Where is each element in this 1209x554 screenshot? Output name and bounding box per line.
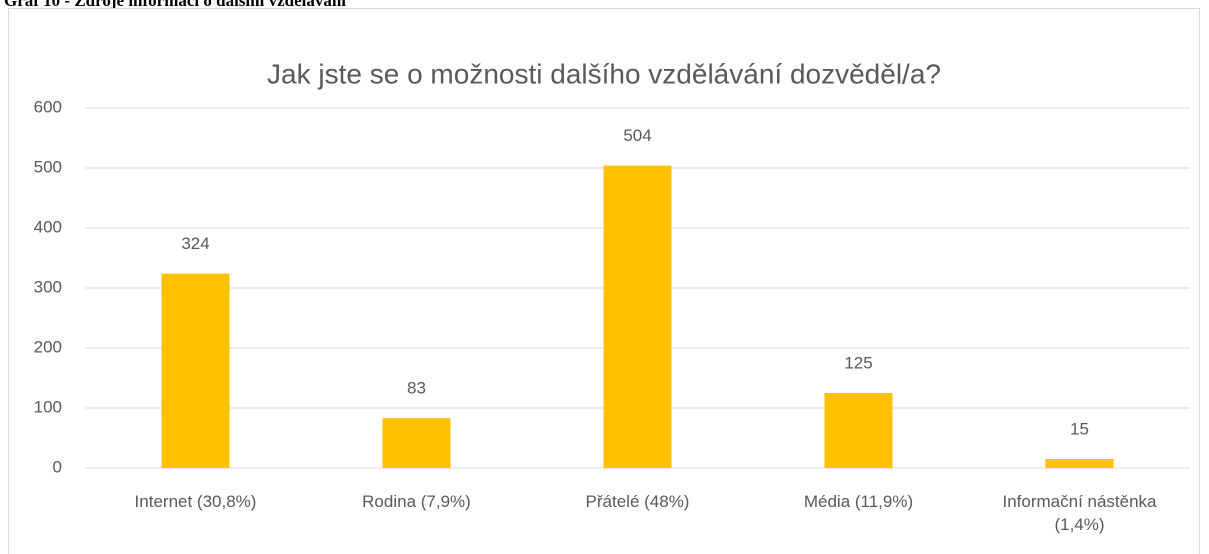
x-tick-label: Internet (30,8%) [134, 492, 257, 511]
x-tick-label: Informační nástěnka (1,4%) [1002, 492, 1157, 534]
y-tick-label: 600 [34, 97, 62, 116]
data-label: 15 [1070, 419, 1089, 438]
y-tick-label: 200 [34, 337, 62, 356]
bar [382, 418, 451, 468]
data-label: 324 [181, 234, 209, 253]
x-tick-label: Rodina (7,9%) [362, 492, 471, 511]
y-tick-label: 400 [34, 217, 62, 236]
bar [603, 165, 672, 468]
bar [1045, 459, 1114, 468]
caption: Graf 10 - Zdroje informací o dalším vzdě… [4, 0, 347, 10]
data-label: 125 [844, 353, 872, 372]
x-tick-label: Přátelé (48%) [585, 492, 690, 511]
bar [161, 273, 230, 468]
bar [824, 393, 893, 468]
y-tick-label: 0 [53, 457, 62, 476]
y-tick-label: 300 [34, 277, 62, 296]
x-tick-label: Média (11,9%) [803, 492, 914, 511]
data-label: 504 [623, 126, 651, 145]
data-label: 83 [407, 379, 426, 398]
y-tick-label: 500 [34, 157, 62, 176]
chart-title: Jak jste se o možnosti dalšího vzděláván… [267, 58, 941, 89]
y-tick-label: 100 [34, 397, 62, 416]
